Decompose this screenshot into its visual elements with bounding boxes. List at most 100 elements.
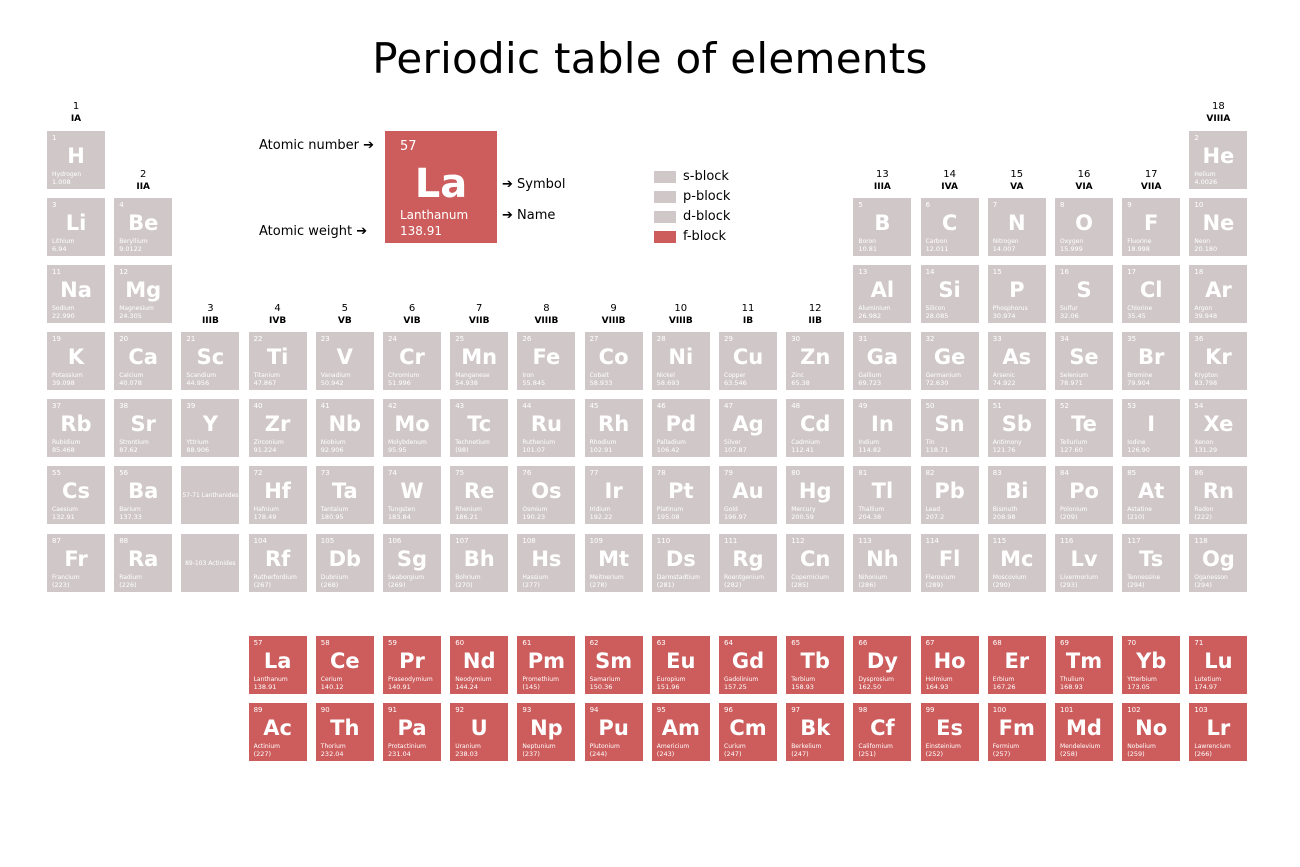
element-li: 3 Li Lithium 6.94 bbox=[47, 198, 105, 256]
atomic-weight: 183.84 bbox=[388, 513, 411, 521]
atomic-weight-label: Atomic weight ➔ bbox=[259, 224, 367, 239]
element-symbol: Hg bbox=[798, 479, 832, 503]
element-name: Silicon bbox=[925, 305, 946, 312]
atomic-weight: 58.933 bbox=[589, 379, 613, 387]
atomic-number: 116 bbox=[1060, 537, 1074, 545]
atomic-weight: 162.50 bbox=[858, 683, 882, 691]
element-symbol: Al bbox=[870, 278, 895, 302]
element-name: Platinum bbox=[656, 506, 684, 513]
atomic-weight: 92.906 bbox=[320, 446, 344, 454]
atomic-number: 44 bbox=[522, 402, 532, 410]
element-sb: 51 Sb Antimony 121.76 bbox=[987, 399, 1046, 457]
element-symbol: Lv bbox=[1070, 547, 1098, 571]
element-symbol: Ga bbox=[866, 345, 899, 369]
element-si: 14 Si Silicon 28.085 bbox=[920, 265, 979, 323]
element-p: 15 P Phosphorus 30.974 bbox=[987, 265, 1046, 323]
element-symbol: Ce bbox=[329, 649, 360, 673]
group-header-16: 16 VIA bbox=[1053, 169, 1115, 193]
atomic-number: 19 bbox=[52, 335, 61, 343]
atomic-weight: 54.938 bbox=[455, 379, 478, 387]
element-name: Lead bbox=[925, 506, 941, 513]
atomic-weight: 91.224 bbox=[253, 446, 277, 454]
element-name: Livermorium bbox=[1060, 574, 1098, 581]
atomic-number: 57 bbox=[253, 639, 263, 647]
element-os: 76 Os Osmium 190.23 bbox=[517, 466, 576, 524]
element-symbol: Re bbox=[463, 479, 495, 503]
element-symbol: S bbox=[1076, 278, 1092, 302]
element-ag: 47 Ag Silver 107.87 bbox=[719, 399, 777, 457]
atomic-weight: 47.867 bbox=[253, 379, 277, 387]
atomic-number: 70 bbox=[1127, 639, 1137, 647]
element-u: 92 U Uranium 238.03 bbox=[450, 703, 509, 761]
atomic-weight: 106.42 bbox=[656, 446, 680, 454]
group-header-9: 9 VIIIB bbox=[583, 303, 645, 327]
element-f: 9 F Fluorine 18.998 bbox=[1122, 198, 1181, 256]
element-c: 6 C Carbon 12.011 bbox=[920, 198, 979, 256]
element-symbol: Eu bbox=[666, 649, 696, 673]
atomic-number: 114 bbox=[925, 537, 939, 545]
element-symbol: Sg bbox=[396, 547, 428, 571]
atomic-weight: (210) bbox=[1127, 513, 1145, 521]
example-weight: 138.91 bbox=[400, 224, 442, 238]
element-ca: 20 Ca Calcium 40.078 bbox=[114, 332, 173, 390]
atomic-number: 94 bbox=[589, 706, 599, 714]
atomic-number: 8 bbox=[1060, 201, 1065, 209]
atomic-weight: 192.22 bbox=[589, 513, 613, 521]
atomic-weight: 26.982 bbox=[858, 312, 882, 320]
element-name: Mendelevium bbox=[1060, 743, 1101, 750]
atomic-weight: 15.999 bbox=[1060, 245, 1083, 253]
element-symbol: Au bbox=[732, 479, 764, 503]
atomic-number: 63 bbox=[656, 639, 666, 647]
atomic-weight: 158.93 bbox=[791, 683, 814, 691]
element-symbol: Ne bbox=[1202, 211, 1235, 235]
atomic-number: 25 bbox=[455, 335, 465, 343]
atomic-weight: 28.085 bbox=[925, 312, 949, 320]
placeholder-cell: 89-103 Actinides bbox=[181, 534, 240, 592]
element-sg: 106 Sg Seaborgium (269) bbox=[383, 534, 441, 592]
element-name: Nitrogen bbox=[992, 238, 1019, 245]
group-header-14: 14 IVA bbox=[919, 169, 981, 193]
element-symbol: Br bbox=[1138, 345, 1165, 369]
group-number: 17 bbox=[1144, 169, 1158, 180]
group-roman-numeral: VA bbox=[1010, 182, 1024, 192]
atomic-number: 78 bbox=[656, 469, 666, 477]
element-ir: 77 Ir Iridium 192.22 bbox=[584, 466, 643, 524]
atomic-weight: (237) bbox=[522, 750, 540, 758]
element-rf: 104 Rf Rutherfordium (267) bbox=[248, 534, 307, 592]
atomic-weight: 200.59 bbox=[791, 513, 814, 521]
legend-label: s-block bbox=[683, 169, 729, 184]
element-zr: 40 Zr Zirconium 91.224 bbox=[248, 399, 307, 457]
atomic-number: 36 bbox=[1194, 335, 1204, 343]
atomic-number: 28 bbox=[656, 335, 666, 343]
element-fl: 114 Fl Flerovium (289) bbox=[920, 534, 979, 592]
group-roman-numeral: IIIB bbox=[201, 316, 219, 326]
legend-swatch bbox=[654, 211, 676, 223]
element-cn: 112 Cn Copernicium (285) bbox=[786, 534, 845, 592]
element-pu: 94 Pu Plutonium (244) bbox=[584, 703, 643, 761]
element-symbol: Te bbox=[1071, 412, 1097, 436]
element-tc: 43 Tc Technetium (98) bbox=[450, 399, 509, 457]
group-number: 7 bbox=[476, 303, 483, 314]
atomic-number: 75 bbox=[455, 469, 465, 477]
element-symbol: Cm bbox=[729, 716, 767, 740]
atomic-number: 48 bbox=[791, 402, 801, 410]
element-name: Protactinium bbox=[388, 743, 426, 750]
element-no: 102 No Nobelium (259) bbox=[1122, 703, 1181, 761]
element-name: Americium bbox=[656, 743, 690, 750]
atomic-number: 49 bbox=[858, 402, 868, 410]
element-name: Chromium bbox=[388, 372, 420, 379]
element-name: Cobalt bbox=[589, 372, 609, 379]
atomic-number: 14 bbox=[925, 268, 935, 276]
element-name: Palladium bbox=[656, 439, 686, 446]
atomic-number: 5 bbox=[858, 201, 863, 209]
element-np: 93 Np Neptunium (237) bbox=[517, 703, 576, 761]
atomic-number: 72 bbox=[253, 469, 263, 477]
element-symbol: Tl bbox=[871, 479, 894, 503]
element-name: Bromine bbox=[1127, 372, 1153, 379]
element-name: Rutherfordium bbox=[253, 574, 297, 581]
atomic-number: 107 bbox=[455, 537, 469, 545]
element-name: Moscovium bbox=[992, 574, 1027, 581]
atomic-number: 21 bbox=[186, 335, 196, 343]
element-name: Tantalum bbox=[320, 506, 349, 513]
